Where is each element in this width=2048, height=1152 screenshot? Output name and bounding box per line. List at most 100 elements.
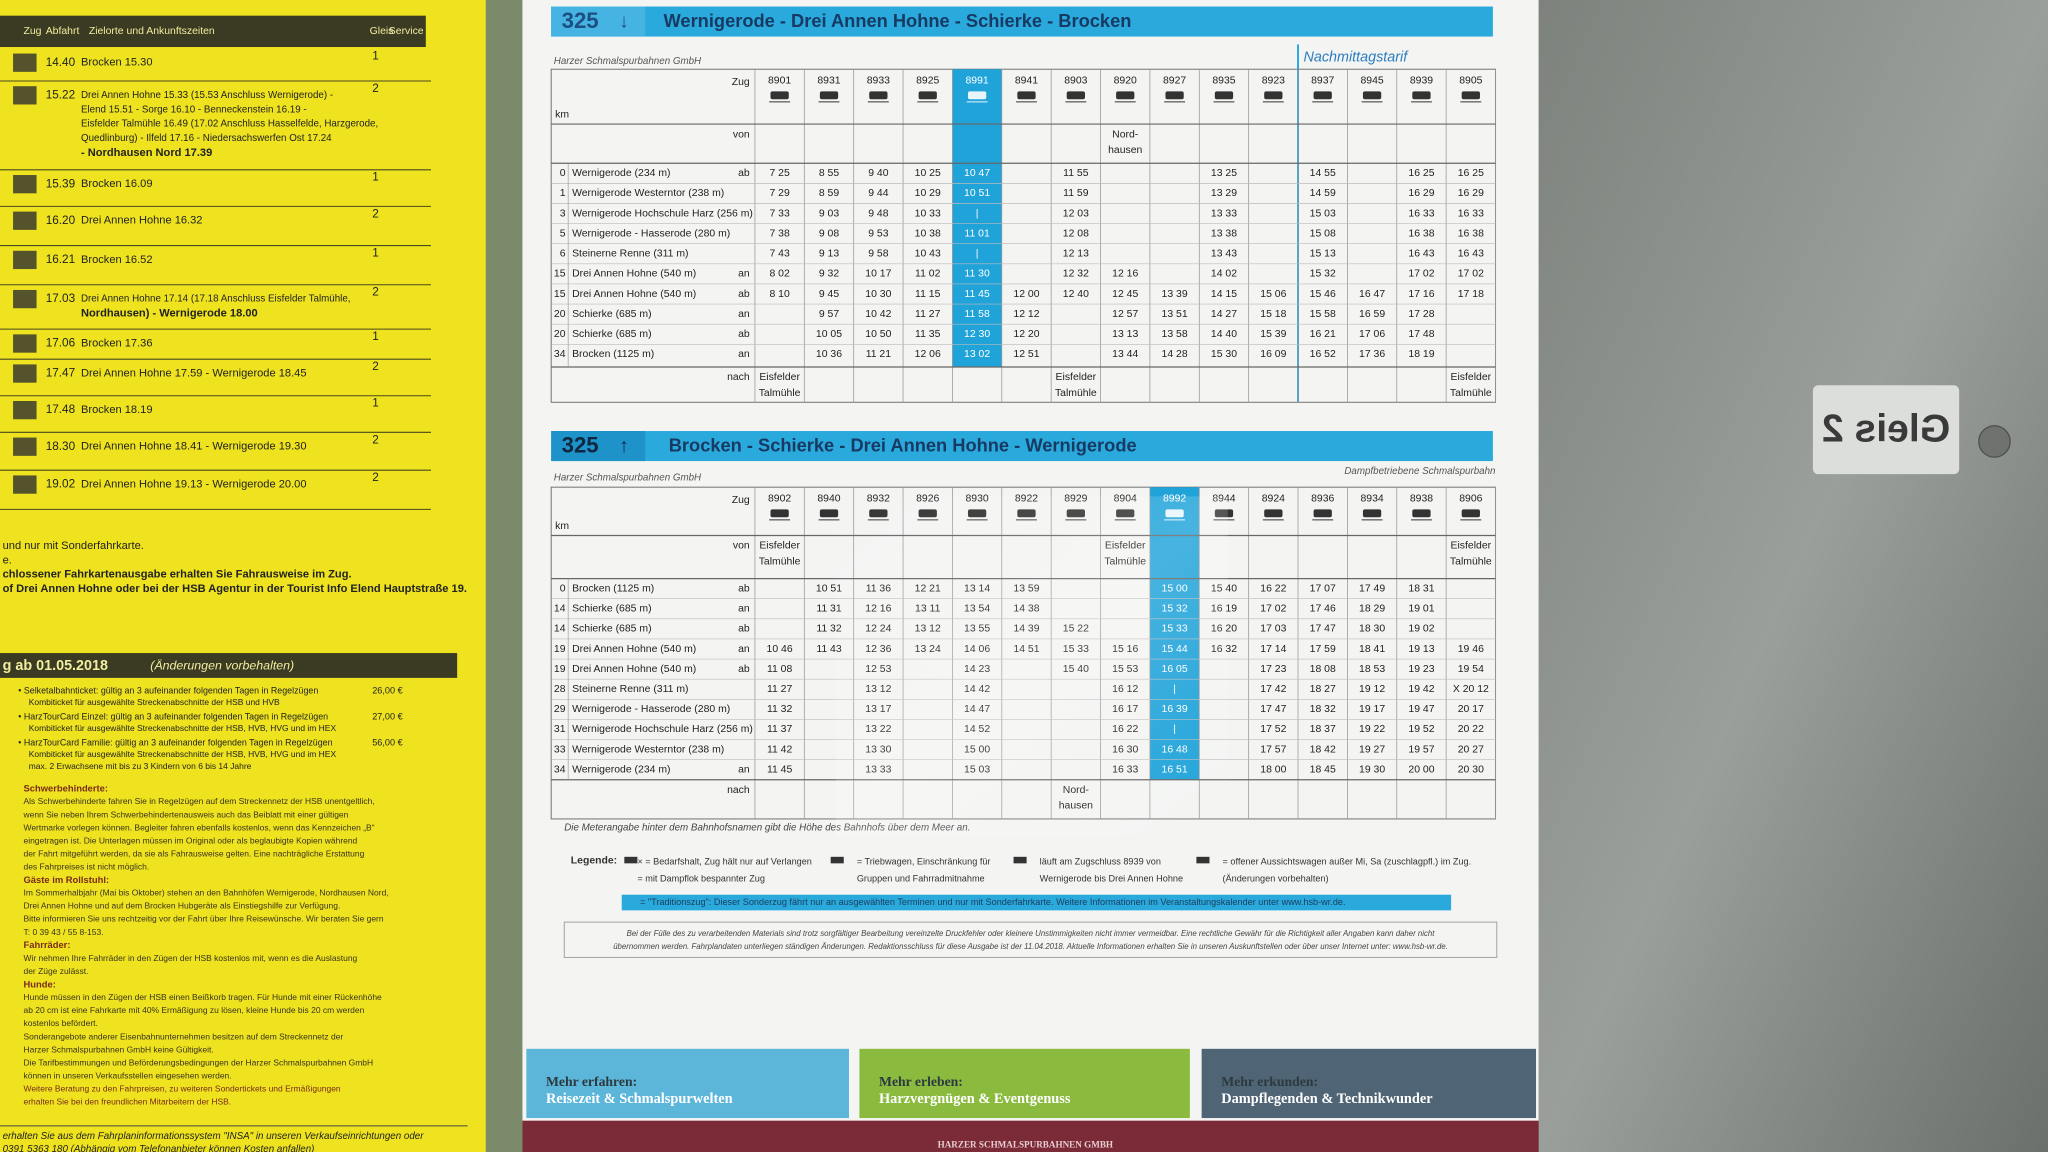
time: 18 41	[1359, 644, 1385, 655]
direction: ab	[738, 624, 750, 635]
time: 14 40	[1211, 329, 1237, 340]
station: Brocken (1125 m)	[572, 583, 654, 594]
train-icon	[1362, 509, 1382, 518]
platform: 2	[372, 360, 379, 373]
time: 13 43	[1211, 249, 1237, 260]
to-station: Eisfelder	[1056, 372, 1097, 383]
legend-text: = mit Dampflok bespannter Zug	[637, 873, 765, 883]
train-number: 8935	[1212, 76, 1235, 87]
time: 19 42	[1408, 684, 1434, 695]
time: 13 02	[964, 349, 990, 360]
from-station: hausen	[1108, 145, 1142, 156]
time: 20 17	[1458, 704, 1484, 715]
time: 10 51	[964, 188, 990, 199]
time: 11 55	[1063, 168, 1089, 179]
time: 11 31	[816, 604, 842, 615]
route-bar	[551, 6, 1493, 37]
train-icon	[1412, 509, 1431, 518]
glare	[835, 496, 1228, 836]
time: 10 46	[767, 644, 793, 655]
info-line: Wir nehmen Ihre Fahrräder in den Zügen d…	[24, 953, 358, 963]
disclaimer: Bei der Fülle des zu verarbeitenden Mate…	[627, 929, 1436, 938]
km: 19	[554, 644, 566, 655]
destination: Nordhausen) - Wernigerode 18.00	[81, 307, 258, 319]
time: 18 00	[1260, 764, 1286, 775]
legend-text: = offener Aussichtswagen außer Mi, Sa (z…	[1223, 856, 1472, 866]
tariff-note: (Änderungen vorbehalten)	[150, 658, 294, 672]
tariff-heading: g ab 01.05.2018	[3, 658, 108, 674]
time: 13 39	[1162, 289, 1188, 300]
info-line: Als Schwerbehinderte fahren Sie in Regel…	[24, 796, 375, 806]
departure-time: 16.20	[46, 214, 76, 227]
operator: Harzer Schmalspurbahnen GmbH	[554, 56, 702, 67]
departure-time: 14.40	[46, 56, 76, 69]
time: 17 02	[1260, 604, 1286, 615]
time: 11 42	[767, 744, 793, 755]
highlight-column	[952, 69, 1002, 368]
train-badge	[13, 400, 37, 420]
train-number: 8920	[1114, 76, 1137, 87]
time: 16 29	[1408, 188, 1434, 199]
time: 17 46	[1310, 604, 1336, 615]
info-line: Sonderangebote anderer Eisenbahnunterneh…	[24, 1031, 344, 1041]
time: 13 33	[1211, 208, 1237, 219]
platform-sign: Gleis 2	[1822, 407, 1950, 450]
time: 17 14	[1260, 644, 1286, 655]
time: 16 38	[1458, 228, 1484, 239]
route-title: Wernigerode - Drei Annen Hohne - Schierk…	[664, 10, 1132, 31]
time: 19 47	[1408, 704, 1434, 715]
station: Brocken (1125 m)	[572, 349, 654, 360]
time: 18 08	[1310, 664, 1336, 675]
legend-text: × = Bedarfshalt, Zug hält nur auf Verlan…	[637, 856, 812, 866]
km: 34	[554, 764, 566, 775]
time: 11 01	[964, 228, 990, 239]
time: 17 49	[1359, 583, 1385, 594]
route-arrow: ↑	[619, 435, 629, 457]
time: 7 25	[769, 168, 790, 179]
train-number: 8927	[1163, 76, 1186, 87]
time: 9 32	[819, 269, 840, 280]
info-line: Harzer Schmalspurbahnen GmbH keine Gülti…	[24, 1044, 214, 1054]
time: 10 17	[865, 269, 891, 280]
departure-time: 18.30	[46, 440, 76, 453]
train-badge	[13, 334, 37, 353]
time: 13 38	[1211, 228, 1237, 239]
time: 17 06	[1359, 329, 1385, 340]
legend-text: läuft am Zugschluss 8939 von	[1040, 856, 1161, 866]
time: 16 21	[1310, 329, 1336, 340]
banner-label: Mehr erfahren:	[546, 1074, 637, 1089]
time: 12 40	[1063, 289, 1089, 300]
time: 16 52	[1310, 349, 1336, 360]
time: 17 48	[1408, 329, 1434, 340]
time: 10 25	[915, 168, 941, 179]
time: 17 52	[1260, 724, 1286, 735]
route-title: Brocken - Schierke - Drei Annen Hohne - …	[669, 435, 1137, 456]
train-icon	[1165, 91, 1184, 100]
banner	[859, 1048, 1190, 1119]
departure-time: 19.02	[46, 478, 75, 491]
platform: 1	[372, 397, 379, 410]
destination: Elend 15.51 - Sorge 16.10 - Benneckenste…	[81, 104, 307, 115]
train-number: 8905	[1459, 76, 1482, 87]
to-station: Talmühle	[759, 388, 801, 399]
train-badge	[13, 250, 37, 270]
km: 28	[554, 684, 566, 695]
train-badge	[13, 289, 37, 309]
train-badge	[13, 211, 37, 230]
time: 14 27	[1211, 309, 1237, 320]
legend-title: Legende:	[571, 856, 617, 867]
train-icon	[819, 509, 839, 518]
info-line: des Fahrpreises ist nicht möglich.	[24, 861, 150, 871]
km: 19	[554, 664, 566, 675]
time: 10 05	[816, 329, 842, 340]
time: 10 47	[964, 168, 990, 179]
sheet-bottom: 0391 5363 180 (Abhängig vom Telefonanbie…	[3, 1144, 315, 1152]
info-line: Fahrräder:	[24, 939, 71, 950]
train-icon	[1264, 91, 1283, 100]
time: 11 45	[964, 289, 990, 300]
station: Drei Annen Hohne (540 m)	[572, 664, 696, 675]
train-icon	[1313, 509, 1332, 518]
direction: an	[738, 269, 750, 280]
banner-label: Mehr erleben:	[879, 1074, 963, 1089]
info-line: wenn Sie neben Ihrem Schwerbehindertenau…	[23, 809, 349, 819]
